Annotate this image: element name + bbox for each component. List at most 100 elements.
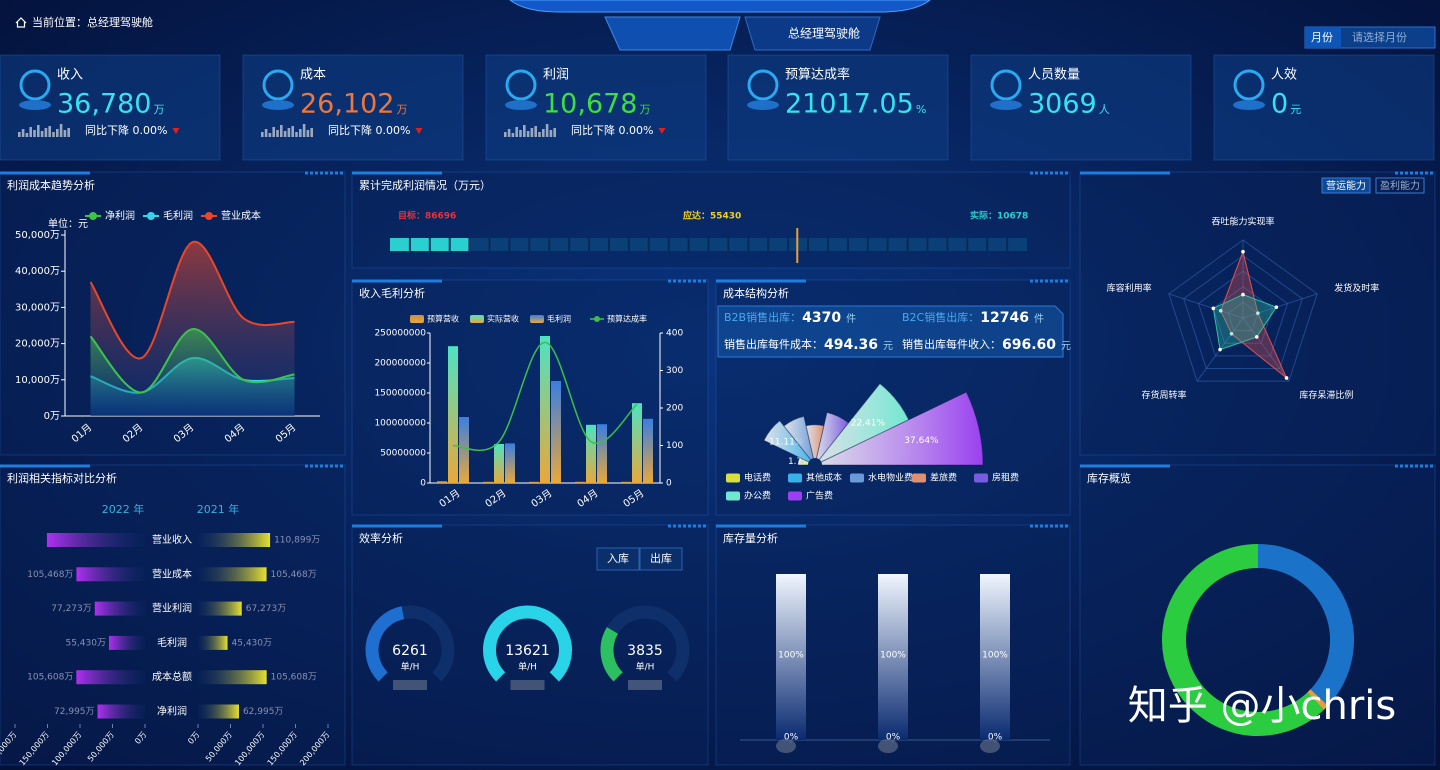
- kpi-sparkbar: [276, 130, 279, 137]
- stat-value: 696.60: [1002, 337, 1056, 353]
- gauge-unit: 单/H: [518, 661, 537, 673]
- radar-indicator: 发货及时率: [1334, 282, 1379, 294]
- kpi-sparkbar: [545, 124, 549, 137]
- panel-title: 库存概览: [1087, 471, 1131, 485]
- toggle-button[interactable]: [596, 547, 640, 571]
- value-label: 45,430万: [232, 638, 272, 648]
- bar: [494, 444, 504, 483]
- kpi-icon: [990, 69, 1022, 101]
- rose-sector: [783, 415, 816, 466]
- y2-tick-label: 0: [666, 479, 672, 489]
- year-label: 2021 年: [197, 502, 240, 516]
- kpi-icon: [1233, 69, 1265, 101]
- kpi-sparkbar: [48, 126, 51, 137]
- category-label: 净利润: [157, 705, 187, 718]
- y-tick-label: 100000000: [374, 419, 426, 429]
- nav-tab[interactable]: [604, 16, 741, 51]
- legend-label: 房租费: [992, 472, 1019, 484]
- kpi-sparkbar: [52, 132, 55, 137]
- radar-point: [1274, 305, 1279, 309]
- toggle-button[interactable]: [639, 547, 683, 571]
- kpi-sparkbar: [553, 128, 556, 137]
- legend-label: 水电物业费: [868, 472, 913, 484]
- bar-left: [94, 601, 145, 616]
- kpi-sparkbar: [37, 125, 40, 137]
- radar-grid: [1183, 254, 1303, 369]
- blurred-label: [510, 680, 545, 690]
- bar: [459, 417, 469, 483]
- month-placeholder[interactable]: 请选择月份: [1352, 30, 1407, 44]
- legend-label: 实际营收: [487, 314, 519, 324]
- stat-label: B2C销售出库：: [902, 310, 979, 324]
- kpi-sparkbar: [33, 130, 36, 137]
- bar: [529, 481, 539, 483]
- kpi-sparkbar: [291, 126, 294, 137]
- kpi-sparkbar: [519, 130, 522, 137]
- nav-title[interactable]: 总经理驾驶舱: [788, 26, 860, 41]
- bar: [776, 574, 806, 740]
- value-label: 55,430万: [65, 638, 106, 648]
- kpi-change-arrow: [658, 128, 666, 134]
- legend-swatch: [205, 212, 213, 220]
- value-label: 72,995万: [54, 707, 95, 717]
- y-tick-label: 10,000万: [15, 375, 60, 386]
- legend-label: 预算达成率: [607, 314, 647, 324]
- bar-right: [198, 567, 267, 582]
- tab-label[interactable]: 营运能力: [1326, 179, 1366, 192]
- bar-right: [198, 670, 267, 685]
- blurred-label: [393, 680, 427, 690]
- kpi-label: 预算达成率: [785, 67, 850, 83]
- legend-swatch: [594, 316, 600, 322]
- radar-area: [1212, 294, 1278, 351]
- gauge-value-label: 3835: [627, 643, 663, 659]
- legend-swatch: [89, 212, 97, 220]
- gauge-unit: 单/H: [636, 661, 655, 673]
- gauge-value-label: 6261: [392, 643, 428, 659]
- y-tick-label: 50000000: [380, 449, 426, 459]
- kpi-sparkbar: [268, 133, 272, 137]
- kpi-label: 人效: [1271, 68, 1297, 83]
- tab[interactable]: [1321, 177, 1371, 194]
- stat-unit: 元: [1061, 341, 1071, 352]
- kpi-icon-base: [505, 100, 537, 110]
- legend-swatch: [147, 212, 155, 220]
- rose-sector: [805, 424, 825, 466]
- legend-label: 净利润: [105, 209, 135, 222]
- base-label: 0%: [988, 733, 1003, 743]
- radar-point: [1284, 376, 1289, 380]
- radar-indicator: 库容利用率: [1107, 282, 1152, 294]
- legend-swatch: [726, 491, 740, 501]
- legend-swatch: [410, 315, 424, 323]
- blurred-label: [776, 739, 796, 753]
- target-label: 目标：86696: [398, 210, 456, 222]
- radar-spoke: [1242, 317, 1290, 382]
- kpi-icon: [505, 69, 537, 101]
- kpi-sparkbar: [287, 128, 291, 137]
- bar: [505, 443, 515, 483]
- rose-label: 37.64%: [904, 436, 939, 446]
- kpi-sparkbar: [18, 132, 21, 137]
- kpi-sparkbar: [549, 130, 553, 137]
- legend-swatch: [530, 315, 544, 323]
- actual-label: 实际：10678: [970, 210, 1028, 222]
- kpi-change: 同比下降 0.00%: [571, 123, 653, 137]
- stat-value: 494.36: [824, 337, 878, 353]
- y2-tick-label: 100: [666, 441, 683, 451]
- legend-label: 毛利润: [547, 314, 571, 324]
- toggle-label[interactable]: 出库: [650, 551, 672, 565]
- rose-sector: [814, 391, 984, 466]
- nav-tab[interactable]: [744, 16, 881, 51]
- legend-swatch: [470, 315, 484, 323]
- bar: [597, 424, 607, 483]
- toggle-label[interactable]: 入库: [607, 552, 629, 565]
- tab[interactable]: [1375, 177, 1425, 194]
- kpi-sparkbar: [534, 126, 537, 137]
- blurred-label: [628, 680, 662, 690]
- radar-point: [1241, 292, 1245, 297]
- due-label: 应达：55430: [683, 210, 741, 222]
- legend-label: 差旅费: [930, 472, 957, 484]
- bar: [621, 481, 631, 483]
- kpi-sparkbar: [29, 127, 32, 137]
- y2-tick-label: 300: [666, 366, 683, 376]
- tab-label[interactable]: 盈利能力: [1380, 179, 1420, 192]
